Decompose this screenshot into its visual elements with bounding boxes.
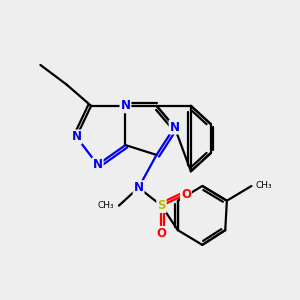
Text: CH₃: CH₃	[255, 182, 272, 190]
Text: CH₃: CH₃	[98, 201, 114, 210]
Text: O: O	[181, 188, 191, 201]
Text: N: N	[93, 158, 103, 171]
Text: N: N	[121, 99, 130, 112]
Text: N: N	[71, 130, 81, 143]
Text: O: O	[157, 227, 166, 240]
Text: N: N	[134, 181, 143, 194]
Text: S: S	[157, 199, 166, 212]
Text: N: N	[169, 121, 179, 134]
